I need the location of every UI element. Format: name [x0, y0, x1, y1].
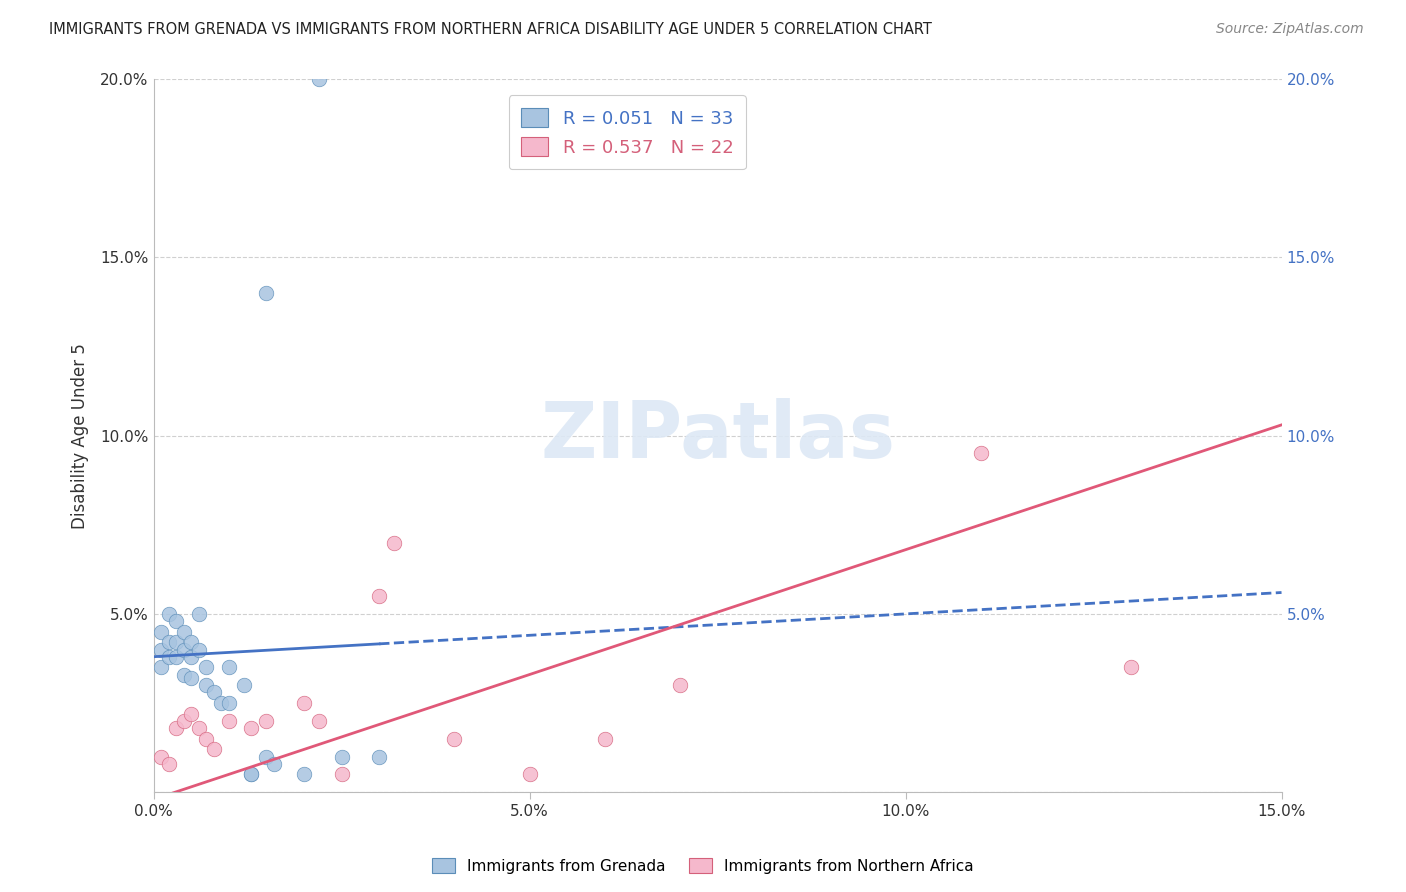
Point	[232, 678, 254, 692]
Point	[150, 642, 173, 657]
Point	[150, 624, 173, 639]
Point	[330, 767, 353, 781]
Legend: R = 0.051   N = 33, R = 0.537   N = 22: R = 0.051 N = 33, R = 0.537 N = 22	[509, 95, 747, 169]
Point	[150, 749, 173, 764]
Point	[292, 767, 315, 781]
Point	[240, 767, 263, 781]
Point	[218, 714, 240, 728]
Point	[292, 696, 315, 710]
Point	[195, 731, 218, 746]
Point	[218, 660, 240, 674]
Point	[308, 72, 330, 87]
Point	[1121, 660, 1143, 674]
Point	[157, 607, 180, 621]
Point	[202, 685, 225, 699]
Point	[187, 607, 209, 621]
Point	[254, 714, 277, 728]
Point	[195, 678, 218, 692]
Point	[150, 660, 173, 674]
Point	[669, 678, 692, 692]
Point	[593, 731, 616, 746]
Point	[165, 635, 187, 649]
Point	[209, 696, 232, 710]
Point	[240, 767, 263, 781]
Point	[254, 285, 277, 300]
Point	[368, 589, 391, 603]
Point	[254, 749, 277, 764]
Point	[165, 721, 187, 735]
Point	[157, 649, 180, 664]
Point	[443, 731, 465, 746]
Point	[180, 706, 202, 721]
Point	[308, 714, 330, 728]
Point	[180, 671, 202, 685]
Point	[173, 667, 195, 681]
Point	[195, 660, 218, 674]
Y-axis label: Disability Age Under 5: Disability Age Under 5	[72, 343, 89, 529]
Point	[180, 635, 202, 649]
Point	[240, 721, 263, 735]
Text: Source: ZipAtlas.com: Source: ZipAtlas.com	[1216, 22, 1364, 37]
Point	[382, 535, 405, 549]
Point	[330, 749, 353, 764]
Point	[157, 756, 180, 771]
Point	[173, 642, 195, 657]
Point	[173, 624, 195, 639]
Point	[187, 721, 209, 735]
Point	[263, 756, 285, 771]
Point	[173, 714, 195, 728]
Point	[218, 696, 240, 710]
Text: ZIPatlas: ZIPatlas	[540, 398, 896, 474]
Point	[165, 649, 187, 664]
Text: IMMIGRANTS FROM GRENADA VS IMMIGRANTS FROM NORTHERN AFRICA DISABILITY AGE UNDER : IMMIGRANTS FROM GRENADA VS IMMIGRANTS FR…	[49, 22, 932, 37]
Point	[519, 767, 541, 781]
Point	[368, 749, 391, 764]
Point	[970, 446, 993, 460]
Point	[202, 742, 225, 756]
Point	[180, 649, 202, 664]
Point	[157, 635, 180, 649]
Legend: Immigrants from Grenada, Immigrants from Northern Africa: Immigrants from Grenada, Immigrants from…	[426, 852, 980, 880]
Point	[187, 642, 209, 657]
Point	[165, 614, 187, 628]
